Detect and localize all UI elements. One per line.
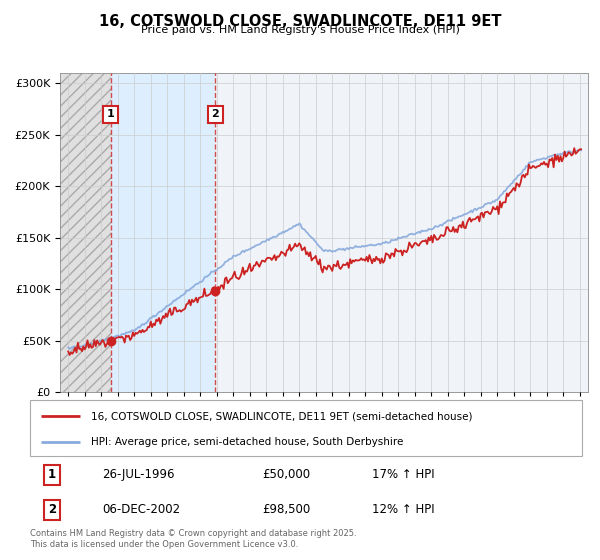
Text: Contains HM Land Registry data © Crown copyright and database right 2025.
This d: Contains HM Land Registry data © Crown c… [30,529,356,549]
FancyBboxPatch shape [30,400,582,456]
Text: £98,500: £98,500 [262,503,310,516]
Text: 1: 1 [48,468,56,481]
Bar [110,73,215,392]
Text: Price paid vs. HM Land Registry's House Price Index (HPI): Price paid vs. HM Land Registry's House … [140,25,460,35]
Bar [60,73,110,392]
Bar [60,73,110,392]
Text: 1: 1 [107,109,115,119]
Text: 26-JUL-1996: 26-JUL-1996 [102,468,174,481]
Text: 2: 2 [48,503,56,516]
Text: HPI: Average price, semi-detached house, South Derbyshire: HPI: Average price, semi-detached house,… [91,437,403,447]
Text: 06-DEC-2002: 06-DEC-2002 [102,503,180,516]
Text: 16, COTSWOLD CLOSE, SWADLINCOTE, DE11 9ET (semi-detached house): 16, COTSWOLD CLOSE, SWADLINCOTE, DE11 9E… [91,411,472,421]
Text: £50,000: £50,000 [262,468,310,481]
Text: 17% ↑ HPI: 17% ↑ HPI [372,468,435,481]
Text: 2: 2 [212,109,220,119]
Text: 16, COTSWOLD CLOSE, SWADLINCOTE, DE11 9ET: 16, COTSWOLD CLOSE, SWADLINCOTE, DE11 9E… [99,14,501,29]
Text: 12% ↑ HPI: 12% ↑ HPI [372,503,435,516]
